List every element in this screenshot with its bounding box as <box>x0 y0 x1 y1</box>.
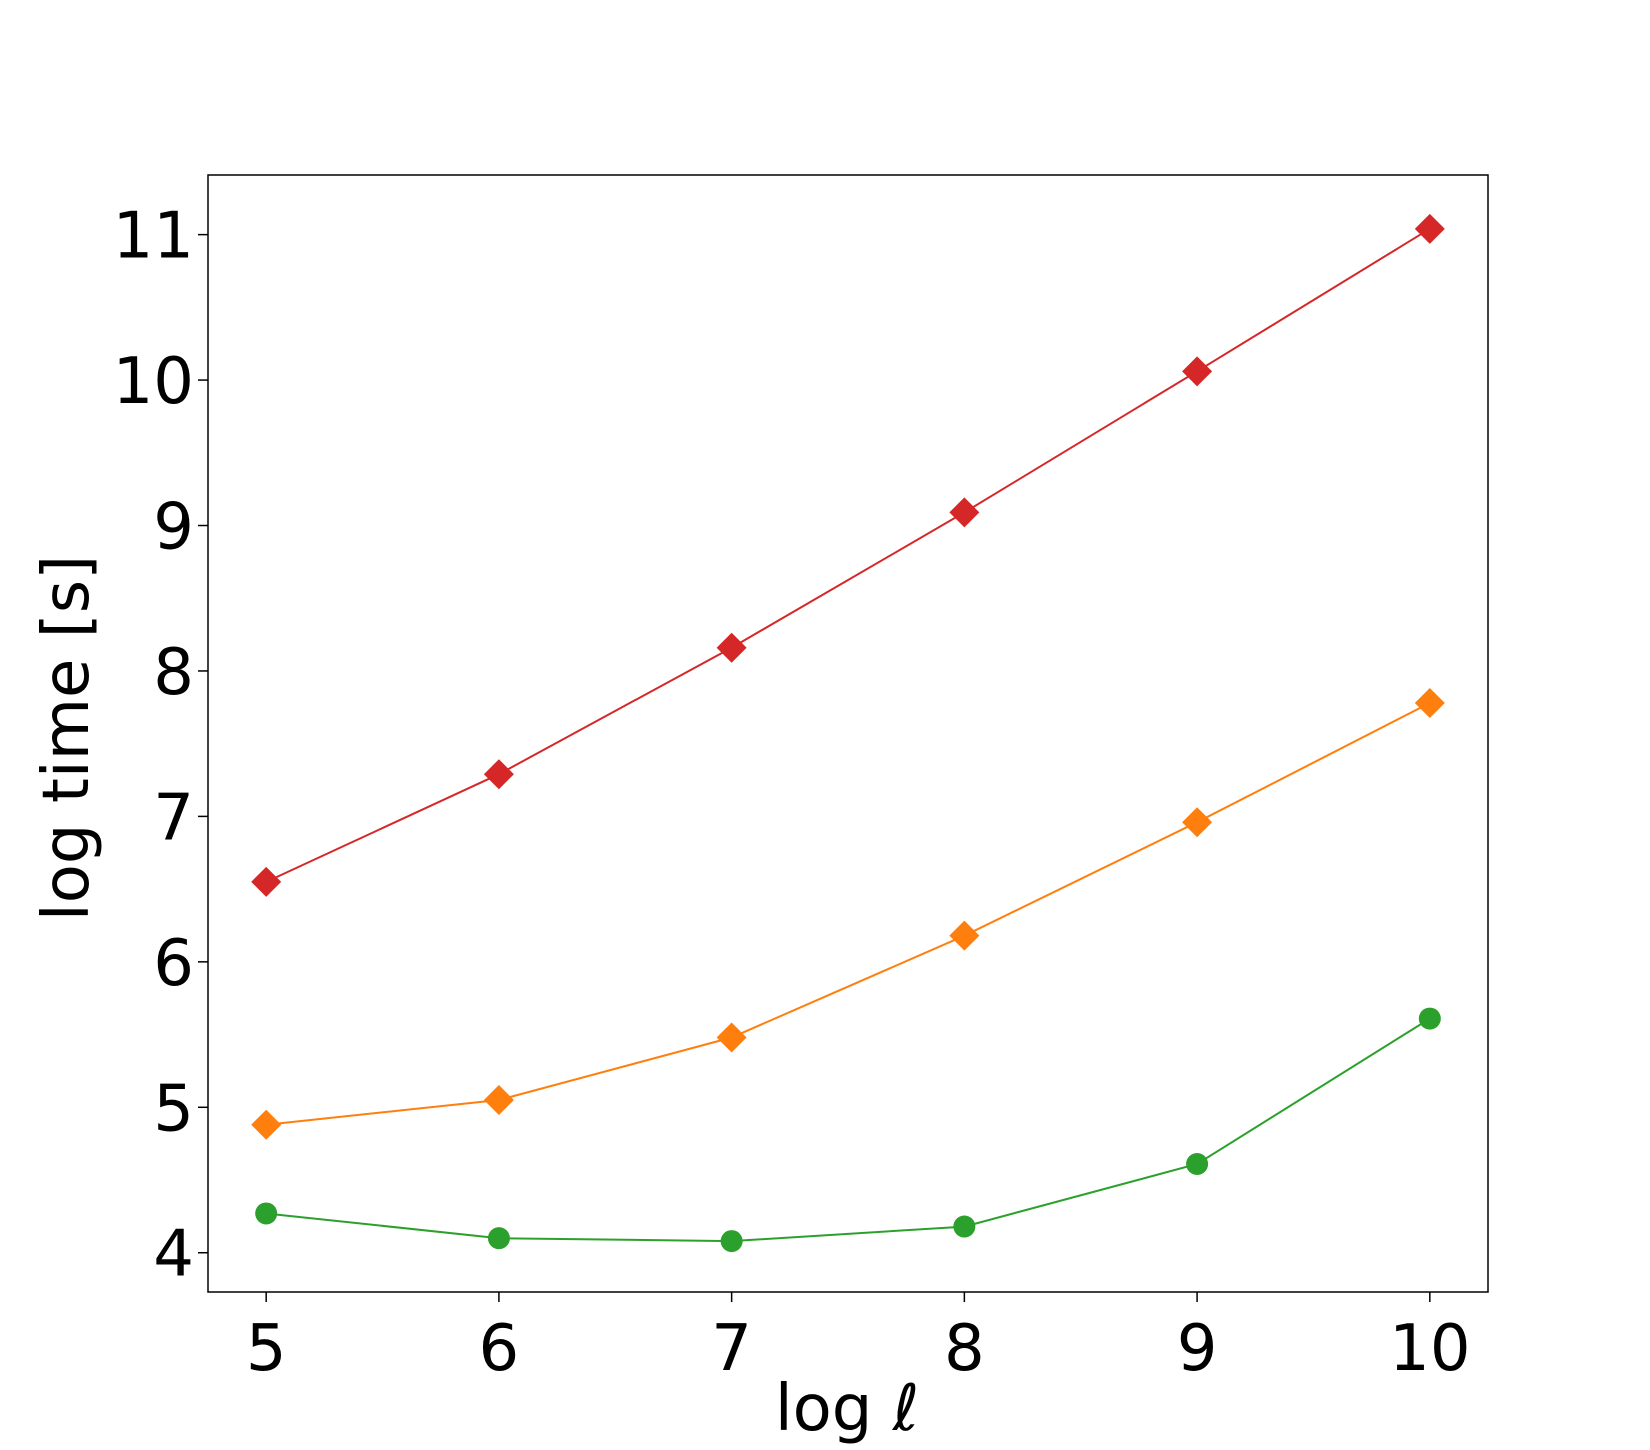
data-point <box>949 920 980 951</box>
series-line <box>266 1017 1431 1243</box>
series-line <box>266 702 1431 1126</box>
data-point <box>255 1202 278 1225</box>
data-point <box>251 1109 282 1140</box>
data-point <box>716 632 747 663</box>
y-tick-label: 11 <box>113 200 194 274</box>
data-point <box>483 759 514 790</box>
series-3 <box>255 1007 1441 1253</box>
data-point <box>487 1227 510 1250</box>
x-tick-label: 7 <box>711 1312 752 1386</box>
series-layer <box>251 213 1445 1253</box>
x-tick-label: 6 <box>479 1312 520 1386</box>
y-axis: 4 5 6 7 8 9 10 11 <box>113 200 208 1292</box>
x-tick-label: 8 <box>944 1312 985 1386</box>
y-tick-label: 9 <box>153 491 194 565</box>
data-point <box>1418 1007 1441 1030</box>
plot-frame <box>207 174 1489 1293</box>
y-tick-label: 5 <box>153 1072 194 1146</box>
data-point <box>1182 356 1213 387</box>
data-point <box>949 497 980 528</box>
x-tick-label: 9 <box>1177 1312 1218 1386</box>
series-2 <box>251 687 1445 1140</box>
y-axis-label: log time [s] <box>30 555 104 921</box>
y-tick-label: 4 <box>153 1218 194 1292</box>
series-line <box>265 227 1431 883</box>
series-1 <box>251 213 1445 897</box>
data-point <box>1414 213 1445 244</box>
data-point <box>720 1230 743 1253</box>
data-point <box>716 1022 747 1053</box>
data-point <box>953 1215 976 1238</box>
data-point <box>483 1085 514 1116</box>
x-axis-label: log ℓ <box>775 1372 919 1446</box>
y-tick-label: 7 <box>153 781 194 855</box>
x-axis: 5 6 7 8 9 10 <box>246 1292 1471 1386</box>
x-tick-label: 10 <box>1389 1312 1470 1386</box>
y-tick-label: 10 <box>113 345 194 419</box>
y-tick-label: 6 <box>153 927 194 1001</box>
y-tick-label: 8 <box>153 636 194 710</box>
x-tick-label: 5 <box>246 1312 287 1386</box>
data-point <box>251 866 282 897</box>
data-point <box>1186 1153 1209 1176</box>
data-point <box>1182 807 1213 838</box>
data-point <box>1414 687 1445 718</box>
